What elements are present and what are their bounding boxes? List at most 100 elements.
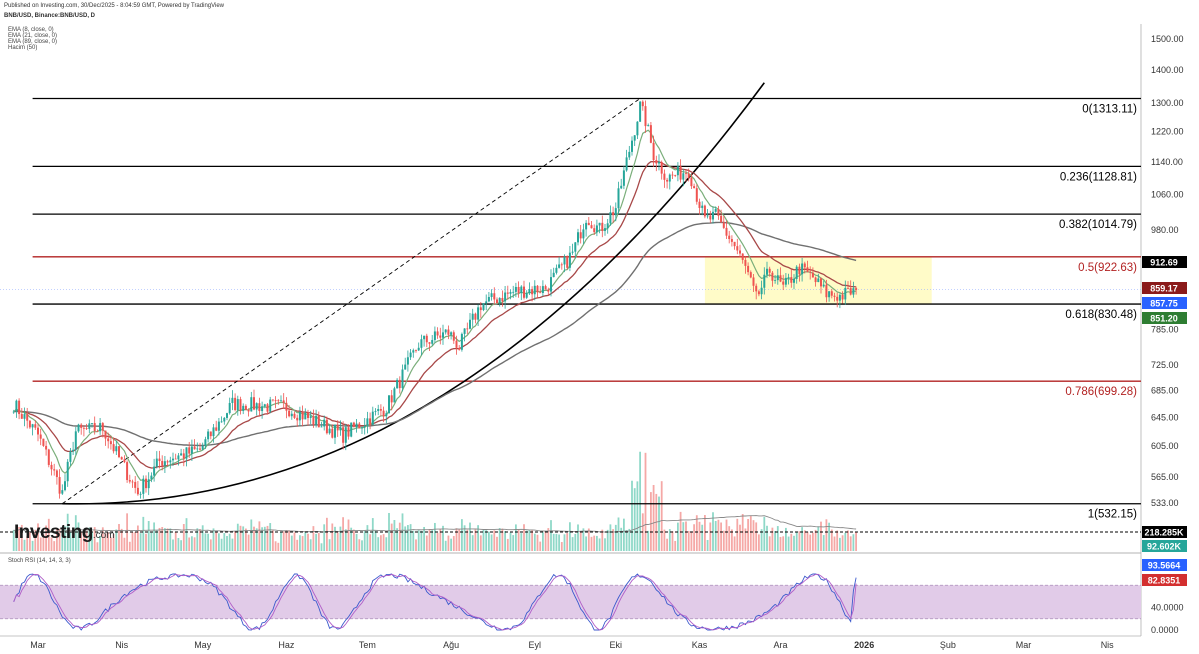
candle[interactable] [285, 397, 288, 419]
candle[interactable] [366, 411, 369, 434]
candle[interactable] [514, 282, 517, 298]
candle[interactable] [698, 198, 701, 215]
candle[interactable] [336, 420, 339, 437]
candle[interactable] [712, 206, 714, 224]
ema8-line[interactable] [13, 129, 857, 483]
candle[interactable] [682, 168, 685, 187]
candle[interactable] [358, 421, 361, 429]
candle[interactable] [647, 123, 650, 127]
candle[interactable] [442, 324, 444, 345]
candle[interactable] [423, 335, 426, 347]
candle[interactable] [209, 431, 212, 440]
candle[interactable] [622, 166, 625, 190]
candle[interactable] [226, 412, 228, 421]
candle[interactable] [185, 447, 188, 467]
candle[interactable] [601, 215, 604, 238]
candle[interactable] [439, 327, 442, 345]
candle[interactable] [633, 135, 636, 147]
indicator-ema8[interactable]: EMA (8, close, 0) [8, 27, 54, 33]
candle[interactable] [91, 422, 93, 428]
candle[interactable] [253, 389, 255, 411]
candle[interactable] [96, 429, 99, 432]
candle[interactable] [784, 272, 787, 288]
candle[interactable] [833, 292, 836, 302]
candle[interactable] [293, 411, 296, 420]
candle[interactable] [58, 469, 61, 499]
candle[interactable] [525, 290, 528, 299]
candle[interactable] [190, 439, 193, 462]
candle[interactable] [609, 205, 612, 226]
candle[interactable] [690, 173, 693, 189]
candle[interactable] [717, 205, 720, 220]
candle[interactable] [604, 223, 606, 236]
candle[interactable] [844, 280, 847, 305]
candle[interactable] [558, 256, 561, 269]
candle[interactable] [398, 376, 401, 394]
candle[interactable] [755, 283, 758, 300]
candle[interactable] [628, 145, 631, 160]
candle[interactable] [136, 480, 139, 496]
candle[interactable] [714, 206, 717, 213]
candle[interactable] [274, 396, 277, 409]
candle[interactable] [31, 423, 34, 436]
candle[interactable] [533, 280, 536, 301]
candle[interactable] [72, 441, 75, 455]
candle[interactable] [312, 409, 315, 428]
candle[interactable] [817, 273, 820, 283]
candle[interactable] [469, 313, 471, 330]
candle[interactable] [814, 276, 817, 287]
candle[interactable] [798, 263, 801, 282]
candle[interactable] [436, 327, 439, 339]
candle[interactable] [34, 420, 37, 430]
candle[interactable] [280, 395, 282, 402]
candle[interactable] [309, 410, 312, 424]
candle[interactable] [801, 258, 804, 282]
candle[interactable] [282, 393, 285, 409]
candle[interactable] [242, 403, 245, 415]
candle[interactable] [855, 286, 858, 295]
candle[interactable] [658, 154, 660, 171]
candle[interactable] [409, 349, 412, 361]
candle[interactable] [763, 267, 766, 295]
candle[interactable] [352, 421, 355, 428]
candle[interactable] [539, 285, 542, 294]
candle[interactable] [109, 435, 112, 450]
candle[interactable] [263, 403, 266, 409]
candle[interactable] [728, 230, 731, 244]
candle[interactable] [520, 285, 523, 301]
candle[interactable] [838, 293, 841, 309]
candle[interactable] [204, 436, 207, 449]
candle[interactable] [66, 459, 69, 487]
candle[interactable] [766, 261, 768, 279]
candle[interactable] [595, 219, 598, 237]
candle[interactable] [730, 235, 733, 247]
candle[interactable] [301, 405, 304, 427]
candle[interactable] [64, 474, 66, 492]
candle[interactable] [593, 224, 596, 235]
candle[interactable] [582, 223, 585, 244]
candle[interactable] [552, 267, 555, 278]
candle[interactable] [512, 285, 515, 298]
candle[interactable] [53, 463, 56, 476]
candle[interactable] [93, 416, 96, 435]
candle[interactable] [361, 426, 363, 434]
candle[interactable] [444, 329, 447, 335]
candle[interactable] [841, 291, 844, 304]
candle[interactable] [172, 452, 174, 466]
candle[interactable] [142, 475, 145, 499]
candle[interactable] [325, 416, 328, 435]
candle[interactable] [639, 100, 642, 123]
candle[interactable] [695, 184, 698, 205]
candle[interactable] [69, 447, 72, 466]
candle[interactable] [685, 169, 687, 182]
candle[interactable] [825, 279, 828, 303]
candle[interactable] [463, 328, 466, 342]
candle[interactable] [47, 448, 50, 468]
candle[interactable] [350, 422, 353, 438]
candle[interactable] [428, 341, 431, 352]
candle[interactable] [196, 442, 199, 453]
candle[interactable] [298, 406, 301, 426]
candle[interactable] [579, 224, 582, 244]
indicator-ema21[interactable]: EMA (21, close, 0) [8, 33, 58, 39]
candle[interactable] [447, 325, 450, 340]
